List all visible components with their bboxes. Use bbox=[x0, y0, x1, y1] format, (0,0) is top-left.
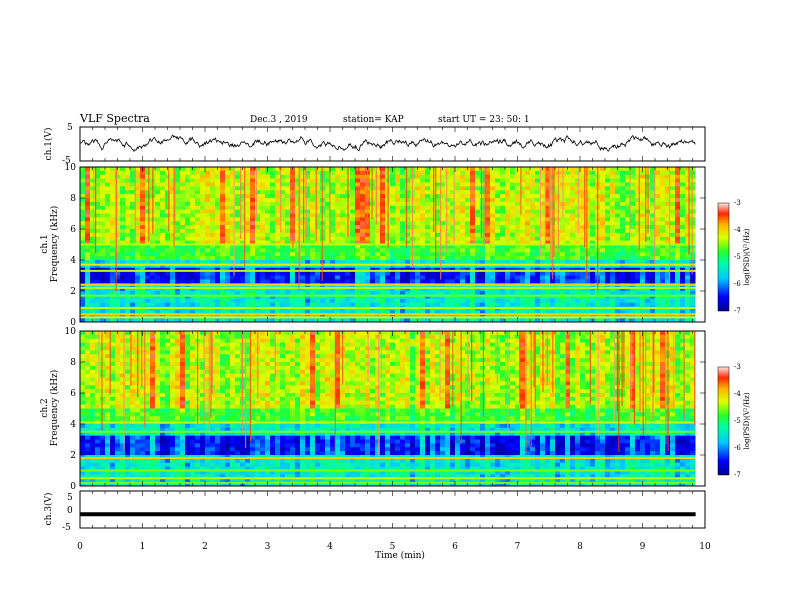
ch3-ytick-mid: 0 bbox=[67, 506, 73, 516]
ch2-ytick-8: 8 bbox=[70, 358, 76, 368]
ch2-cb-tick-7: -7 bbox=[734, 471, 741, 479]
ch1-ytick-10: 10 bbox=[65, 163, 77, 173]
x-tick-7: 7 bbox=[515, 542, 521, 552]
x-tick-8: 8 bbox=[577, 542, 583, 552]
x-tick-1: 1 bbox=[140, 542, 146, 552]
ch2-cb-tick-4: -4 bbox=[734, 390, 741, 398]
x-tick-4: 4 bbox=[327, 542, 333, 552]
x-tick-5: 5 bbox=[390, 542, 396, 552]
ch3-ytick-bottom: -5 bbox=[62, 523, 71, 533]
x-tick-3: 3 bbox=[265, 542, 271, 552]
ch1-spectrogram-panel: 0 2 4 6 8 10 ch.1 Frequency (kHz) -3 -4 -5 -6… bbox=[40, 163, 751, 328]
ch1-cb-label: log(PSD)(V²/Hz) bbox=[743, 228, 751, 285]
ch2-cb-label: log(PSD)(V²/Hz) bbox=[743, 392, 751, 449]
ch1-cb-tick-6: -6 bbox=[734, 280, 741, 288]
date-label: Dec.3 , 2019 bbox=[250, 115, 308, 125]
ch2-ylabel-channel: ch.2 bbox=[40, 398, 50, 417]
ch1-ylabel-channel: ch.1 bbox=[40, 234, 50, 253]
x-axis-label: Time (min) bbox=[375, 550, 425, 561]
x-tick-9: 9 bbox=[640, 542, 646, 552]
ch1-waveform-panel: 5 -5 ch.1(V) bbox=[43, 123, 706, 166]
ch3-ylabel: ch.3(V) bbox=[43, 493, 54, 526]
ch2-ytick-0: 0 bbox=[70, 482, 76, 492]
ch1-ytick-8: 8 bbox=[70, 194, 76, 204]
ch1-ytick-0: 0 bbox=[70, 318, 76, 328]
ch1-ytick-2: 2 bbox=[70, 287, 76, 297]
ch1-colorbar: -3 -4 -5 -6 -7 log(PSD)(V²/Hz) bbox=[717, 199, 751, 315]
ch1-ytick-top: 5 bbox=[67, 123, 73, 133]
x-tick-0: 0 bbox=[77, 542, 83, 552]
ch1-ytick-4: 4 bbox=[70, 256, 76, 266]
ch1-ytick-6: 6 bbox=[70, 225, 76, 235]
ch2-colorbar: -3 -4 -5 -6 -7 log(PSD)(V²/Hz) bbox=[717, 363, 751, 479]
ch2-ytick-10: 10 bbox=[65, 327, 77, 337]
x-tick-6: 6 bbox=[452, 542, 458, 552]
ch2-ytick-6: 6 bbox=[70, 389, 76, 399]
ch1-ytick-bottom: -5 bbox=[62, 156, 71, 166]
ch1-waveform-line bbox=[79, 134, 696, 153]
ch2-cb-tick-6: -6 bbox=[734, 444, 741, 452]
start-time-label: start UT = 23: 50: 1 bbox=[438, 115, 530, 125]
ch1-ylabel: ch.1(V) bbox=[43, 128, 54, 161]
ch1-cb-tick-5: -5 bbox=[734, 253, 741, 261]
ch2-spectrogram-panel: 0 2 4 6 8 10 ch.2 Frequency (kHz) -3 -4 -5 -6… bbox=[40, 327, 751, 492]
ch1-cb-tick-4: -4 bbox=[734, 226, 741, 234]
ch2-ytick-2: 2 bbox=[70, 451, 76, 461]
ch2-cb-tick-3: -3 bbox=[734, 363, 741, 371]
x-tick-10: 10 bbox=[699, 542, 711, 552]
ch3-ytick-top: 5 bbox=[67, 493, 73, 503]
ch3-waveform-panel: 5 0 -5 ch.3(V) 0 1 2 3 4 5 6 7 8 9 10 Time (min) bbox=[43, 490, 711, 561]
ch2-cb-tick-5: -5 bbox=[734, 417, 741, 425]
x-tick-2: 2 bbox=[202, 542, 208, 552]
figure-title: VLF Spectra bbox=[79, 112, 150, 125]
ch1-cb-tick-7: -7 bbox=[734, 307, 741, 315]
ch1-ylabel-frequency: Frequency (kHz) bbox=[49, 206, 60, 283]
station-label: station= KAP bbox=[343, 115, 404, 125]
ch1-cb-tick-3: -3 bbox=[734, 199, 741, 207]
ch2-ytick-4: 4 bbox=[70, 420, 76, 430]
ch2-ylabel-frequency: Frequency (kHz) bbox=[49, 370, 60, 447]
